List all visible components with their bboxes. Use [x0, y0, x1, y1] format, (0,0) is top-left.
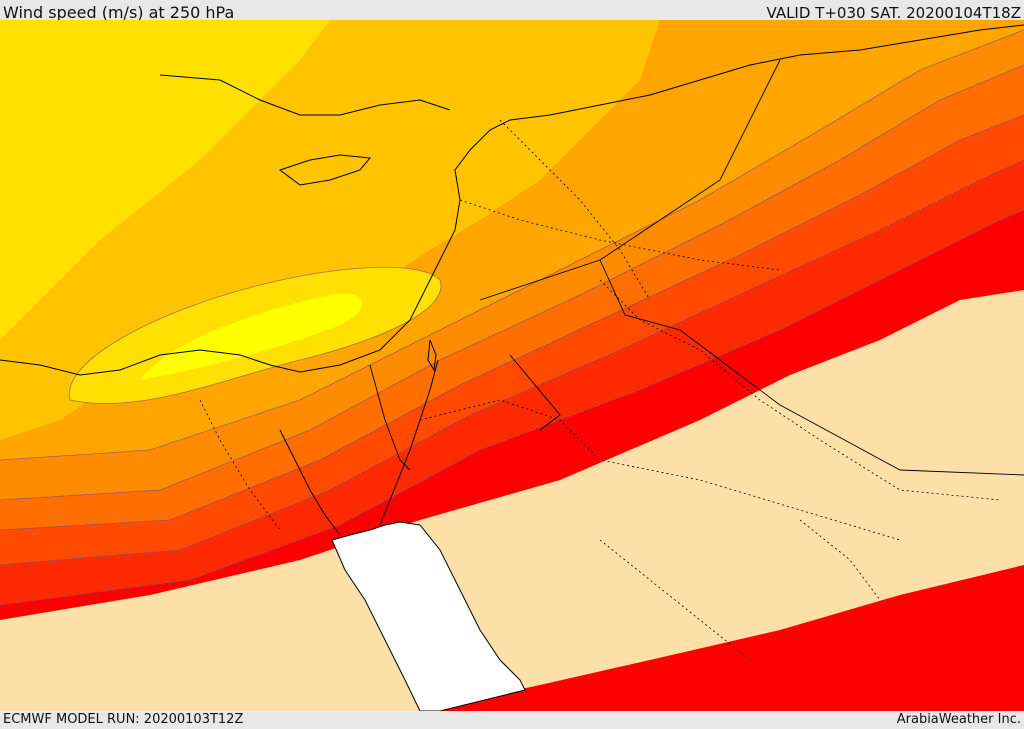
valid-time: VALID T+030 SAT. 20200104T18Z — [766, 4, 1021, 22]
credit: ArabiaWeather Inc. — [896, 712, 1021, 727]
wind-band-south-red — [420, 565, 1024, 711]
map-title: Wind speed (m/s) at 250 hPa — [3, 3, 235, 22]
wind-speed-map — [0, 20, 1024, 711]
wind-band-core-bright — [140, 293, 363, 380]
contour-lines — [0, 29, 1024, 606]
borders — [199, 119, 1001, 661]
wind-band-calm — [0, 290, 1024, 711]
coastlines — [0, 24, 1024, 536]
top-bar: Wind speed (m/s) at 250 hPa VALID T+030 … — [0, 0, 1024, 22]
bottom-bar — [0, 711, 1024, 729]
wind-band-northwest-yellow — [0, 20, 330, 340]
red-sea — [331, 521, 526, 711]
international-borders — [369, 59, 1024, 476]
model-run: ECMWF MODEL RUN: 20200103T12Z — [3, 712, 244, 727]
